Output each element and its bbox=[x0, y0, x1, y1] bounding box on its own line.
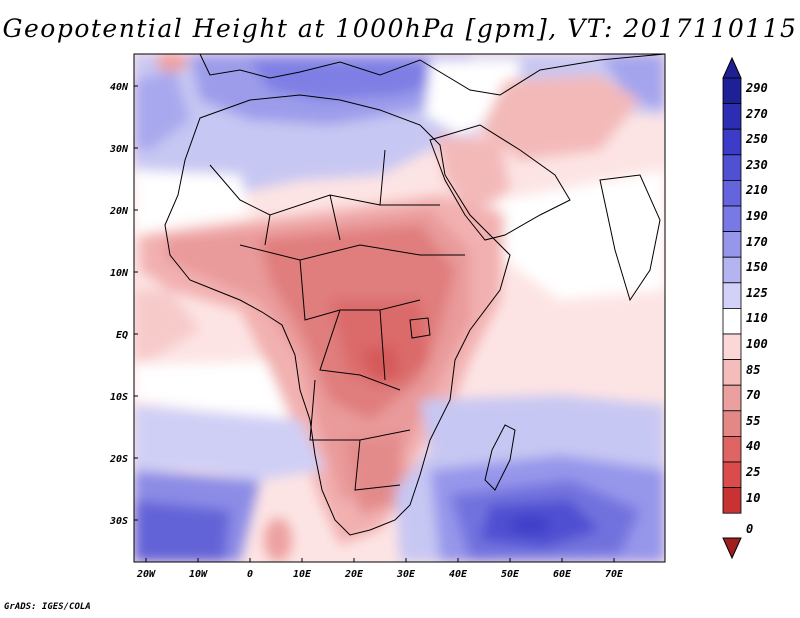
coastlines-borders bbox=[164, 54, 665, 536]
colorbar-cell bbox=[722, 435, 742, 463]
plot-frame bbox=[133, 53, 666, 563]
colorbar-label: 210 bbox=[745, 183, 768, 197]
arabia bbox=[429, 124, 571, 241]
central-africa-borders bbox=[239, 244, 465, 491]
colorbar-cell bbox=[722, 410, 742, 437]
colorbar-cell bbox=[722, 205, 742, 233]
colorbar-cell bbox=[722, 461, 742, 489]
colorbar-cell bbox=[722, 103, 742, 130]
india-coast bbox=[599, 174, 661, 302]
colorbar-label: 10 bbox=[746, 491, 760, 505]
lat-label: EQ bbox=[116, 330, 128, 341]
colorbar-label: 85 bbox=[746, 363, 760, 377]
lon-axis: 20W 10W 0 10E 20E 30E 40E 50E 60E 70E bbox=[136, 558, 624, 580]
lon-label: 30E bbox=[396, 569, 416, 580]
lon-label: 10E bbox=[293, 569, 312, 580]
colorbar-label: 150 bbox=[746, 260, 768, 274]
lon-label: 20E bbox=[344, 569, 364, 580]
lat-axis: 40N 30N 20N 10N EQ 10S 20S 30S bbox=[109, 82, 138, 527]
colorbar-label: 250 bbox=[745, 132, 768, 146]
lake-victoria bbox=[409, 317, 431, 339]
colorbar-cell bbox=[722, 256, 742, 284]
colorbar-cell bbox=[722, 333, 742, 361]
lat-label: 20S bbox=[109, 454, 128, 465]
colorbar-label: 230 bbox=[745, 158, 768, 172]
colorbar-cell bbox=[722, 179, 742, 207]
colorbar-label: 270 bbox=[745, 107, 768, 121]
europe-coast bbox=[199, 54, 665, 96]
colorbar-cell bbox=[722, 231, 742, 258]
colorbar-cell bbox=[722, 384, 742, 412]
lon-label: 10W bbox=[189, 569, 208, 580]
colorbar-cell bbox=[722, 128, 742, 156]
colorbar-label: 170 bbox=[746, 235, 768, 249]
lon-label: 70E bbox=[605, 569, 624, 580]
map-title: Geopotential Height at 1000hPa [gpm], VT… bbox=[2, 14, 798, 43]
colorbar-label: 110 bbox=[746, 311, 768, 325]
colorbar-cell bbox=[722, 359, 742, 386]
lon-label: 40E bbox=[449, 569, 468, 580]
madagascar bbox=[484, 424, 516, 491]
colorbar-label: 290 bbox=[745, 81, 768, 95]
colorbar-cell bbox=[722, 307, 742, 335]
lon-label: 60E bbox=[553, 569, 572, 580]
colorbar-label: 125 bbox=[746, 286, 768, 300]
colorbar-label: 190 bbox=[746, 209, 768, 223]
colorbar-label: 0 bbox=[746, 522, 753, 536]
africa-coastline bbox=[164, 94, 511, 536]
colorbar-cell bbox=[722, 487, 742, 514]
colorbar-cell bbox=[722, 77, 742, 105]
colorbar-label: 40 bbox=[746, 439, 760, 453]
lat-label: 30N bbox=[109, 144, 129, 155]
colorbar-bottom-arrow bbox=[722, 537, 742, 560]
lat-label: 30S bbox=[109, 516, 128, 527]
colorbar: 290 270 250 230 210 190 170 150 125 110 … bbox=[722, 56, 768, 560]
colorbar-cell bbox=[722, 154, 742, 181]
lat-label: 10S bbox=[110, 392, 128, 403]
colorbar-label: 70 bbox=[746, 388, 760, 402]
lon-label: 50E bbox=[501, 569, 520, 580]
lon-label: 0 bbox=[247, 569, 253, 580]
colorbar-label: 55 bbox=[746, 414, 760, 428]
colorbar-label: 100 bbox=[746, 337, 768, 351]
colorbar-cell bbox=[722, 282, 742, 309]
lat-label: 10N bbox=[110, 268, 129, 279]
field-shading bbox=[134, 54, 665, 562]
sahara-borders bbox=[209, 149, 440, 246]
credit-label: GrADS: IGES/COLA bbox=[4, 602, 91, 612]
colorbar-label: 25 bbox=[745, 465, 760, 479]
lat-label: 20N bbox=[109, 206, 129, 217]
colorbar-top-arrow bbox=[722, 56, 742, 79]
lon-label: 20W bbox=[136, 569, 156, 580]
lat-label: 40N bbox=[110, 82, 129, 93]
